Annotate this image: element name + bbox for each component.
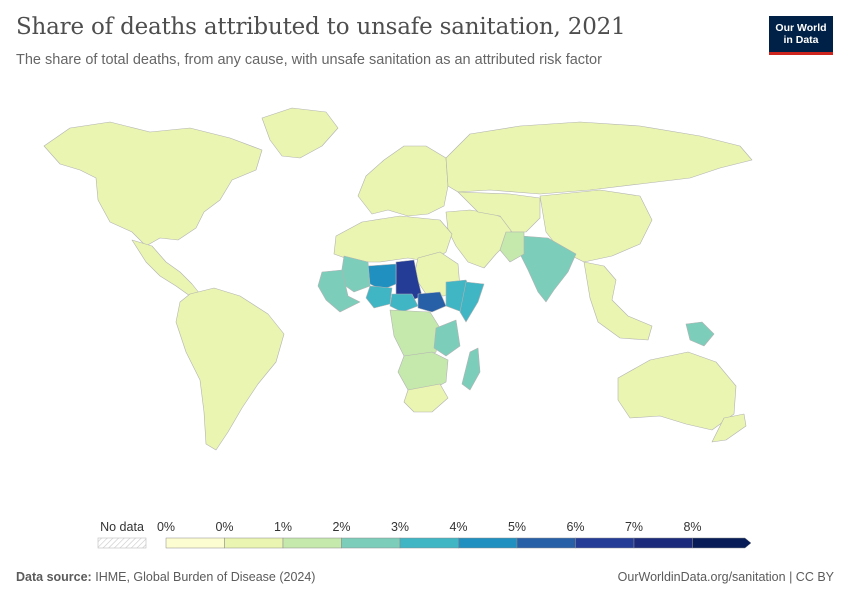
legend-tick-label: 5%: [508, 520, 526, 534]
region-russia[interactable]: Russia: [445, 121, 753, 195]
region-south-america[interactable]: South America: [175, 287, 285, 451]
region-central-african-republic[interactable]: Central African Republic: [389, 293, 419, 313]
legend-bin-3[interactable]: [341, 537, 401, 549]
region-somalia[interactable]: Somalia: [459, 281, 485, 323]
region-nigeria[interactable]: Nigeria: [365, 285, 393, 309]
logo-line-2: in Data: [783, 34, 819, 46]
region-new-zealand[interactable]: New Zealand: [711, 413, 747, 443]
legend-tick-label: 8%: [683, 520, 701, 534]
chart-title: Share of deaths attributed to unsafe san…: [16, 14, 626, 40]
world-map: North AmericaGreenlandCentral AmericaSou…: [43, 107, 753, 451]
footer-separator: |: [789, 570, 796, 584]
region-south-sudan[interactable]: South Sudan: [417, 291, 447, 313]
legend-tick-label: 3%: [391, 520, 409, 534]
region-north-america[interactable]: North America: [43, 121, 263, 247]
owid-logo[interactable]: Our World in Data: [769, 16, 833, 55]
data-source-text: IHME, Global Burden of Disease (2024): [95, 570, 316, 584]
legend-tick-label: 6%: [566, 520, 584, 534]
legend-bin-2[interactable]: [282, 537, 342, 549]
region-greenland[interactable]: Greenland: [261, 107, 339, 159]
region-madagascar[interactable]: Madagascar: [461, 347, 481, 391]
legend-bin-6[interactable]: [516, 537, 576, 549]
legend-bin-8[interactable]: [633, 537, 693, 549]
sanitation-link[interactable]: OurWorldinData.org/sanitation: [617, 570, 786, 584]
legend-tick-label: 4%: [449, 520, 467, 534]
map-legend: No data 0% 0% 1% 2% 3% 4% 5% 6% 7% 8%: [97, 520, 752, 549]
region-india[interactable]: India: [519, 235, 577, 303]
license-text: CC BY: [795, 570, 834, 584]
region-pakistan[interactable]: Pakistan: [499, 231, 525, 263]
legend-bin-0[interactable]: [165, 537, 225, 549]
region-south-africa[interactable]: South Africa: [403, 383, 449, 413]
region-papua-new-guinea[interactable]: Papua New Guinea: [685, 321, 715, 347]
region-southeast-asia[interactable]: Southeast Asia: [583, 261, 653, 341]
data-source-label: Data source:: [16, 570, 92, 584]
legend-bin-9[interactable]: [692, 537, 752, 549]
legend-bin-7[interactable]: [575, 537, 635, 549]
logo-line-1: Our World: [775, 22, 827, 34]
legend-bin-5[interactable]: [458, 537, 518, 549]
legend-bin-4[interactable]: [399, 537, 459, 549]
legend-tick-label: 1%: [274, 520, 292, 534]
region-europe[interactable]: Europe: [357, 145, 449, 217]
legend-tick-label: 0%: [215, 520, 233, 534]
legend-tick-label: 7%: [625, 520, 643, 534]
legend-no-data-swatch: [97, 537, 147, 549]
region-central-asia[interactable]: Central Asia: [457, 191, 541, 233]
region-west-africa[interactable]: West Africa: [317, 269, 361, 313]
legend-tick-label: 0%: [157, 520, 175, 534]
footer-credits: OurWorldinData.org/sanitation | CC BY: [618, 570, 834, 584]
region-central-america[interactable]: Central America: [131, 239, 201, 297]
legend-tick-label: 2%: [332, 520, 350, 534]
legend-no-data-label: No data: [100, 520, 144, 534]
data-source: Data source: IHME, Global Burden of Dise…: [16, 570, 315, 584]
chart-subtitle: The share of total deaths, from any caus…: [16, 52, 602, 68]
region-australia[interactable]: Australia: [617, 351, 737, 431]
region-tanzania[interactable]: Tanzania: [433, 319, 461, 357]
legend-bin-1[interactable]: [224, 537, 284, 549]
